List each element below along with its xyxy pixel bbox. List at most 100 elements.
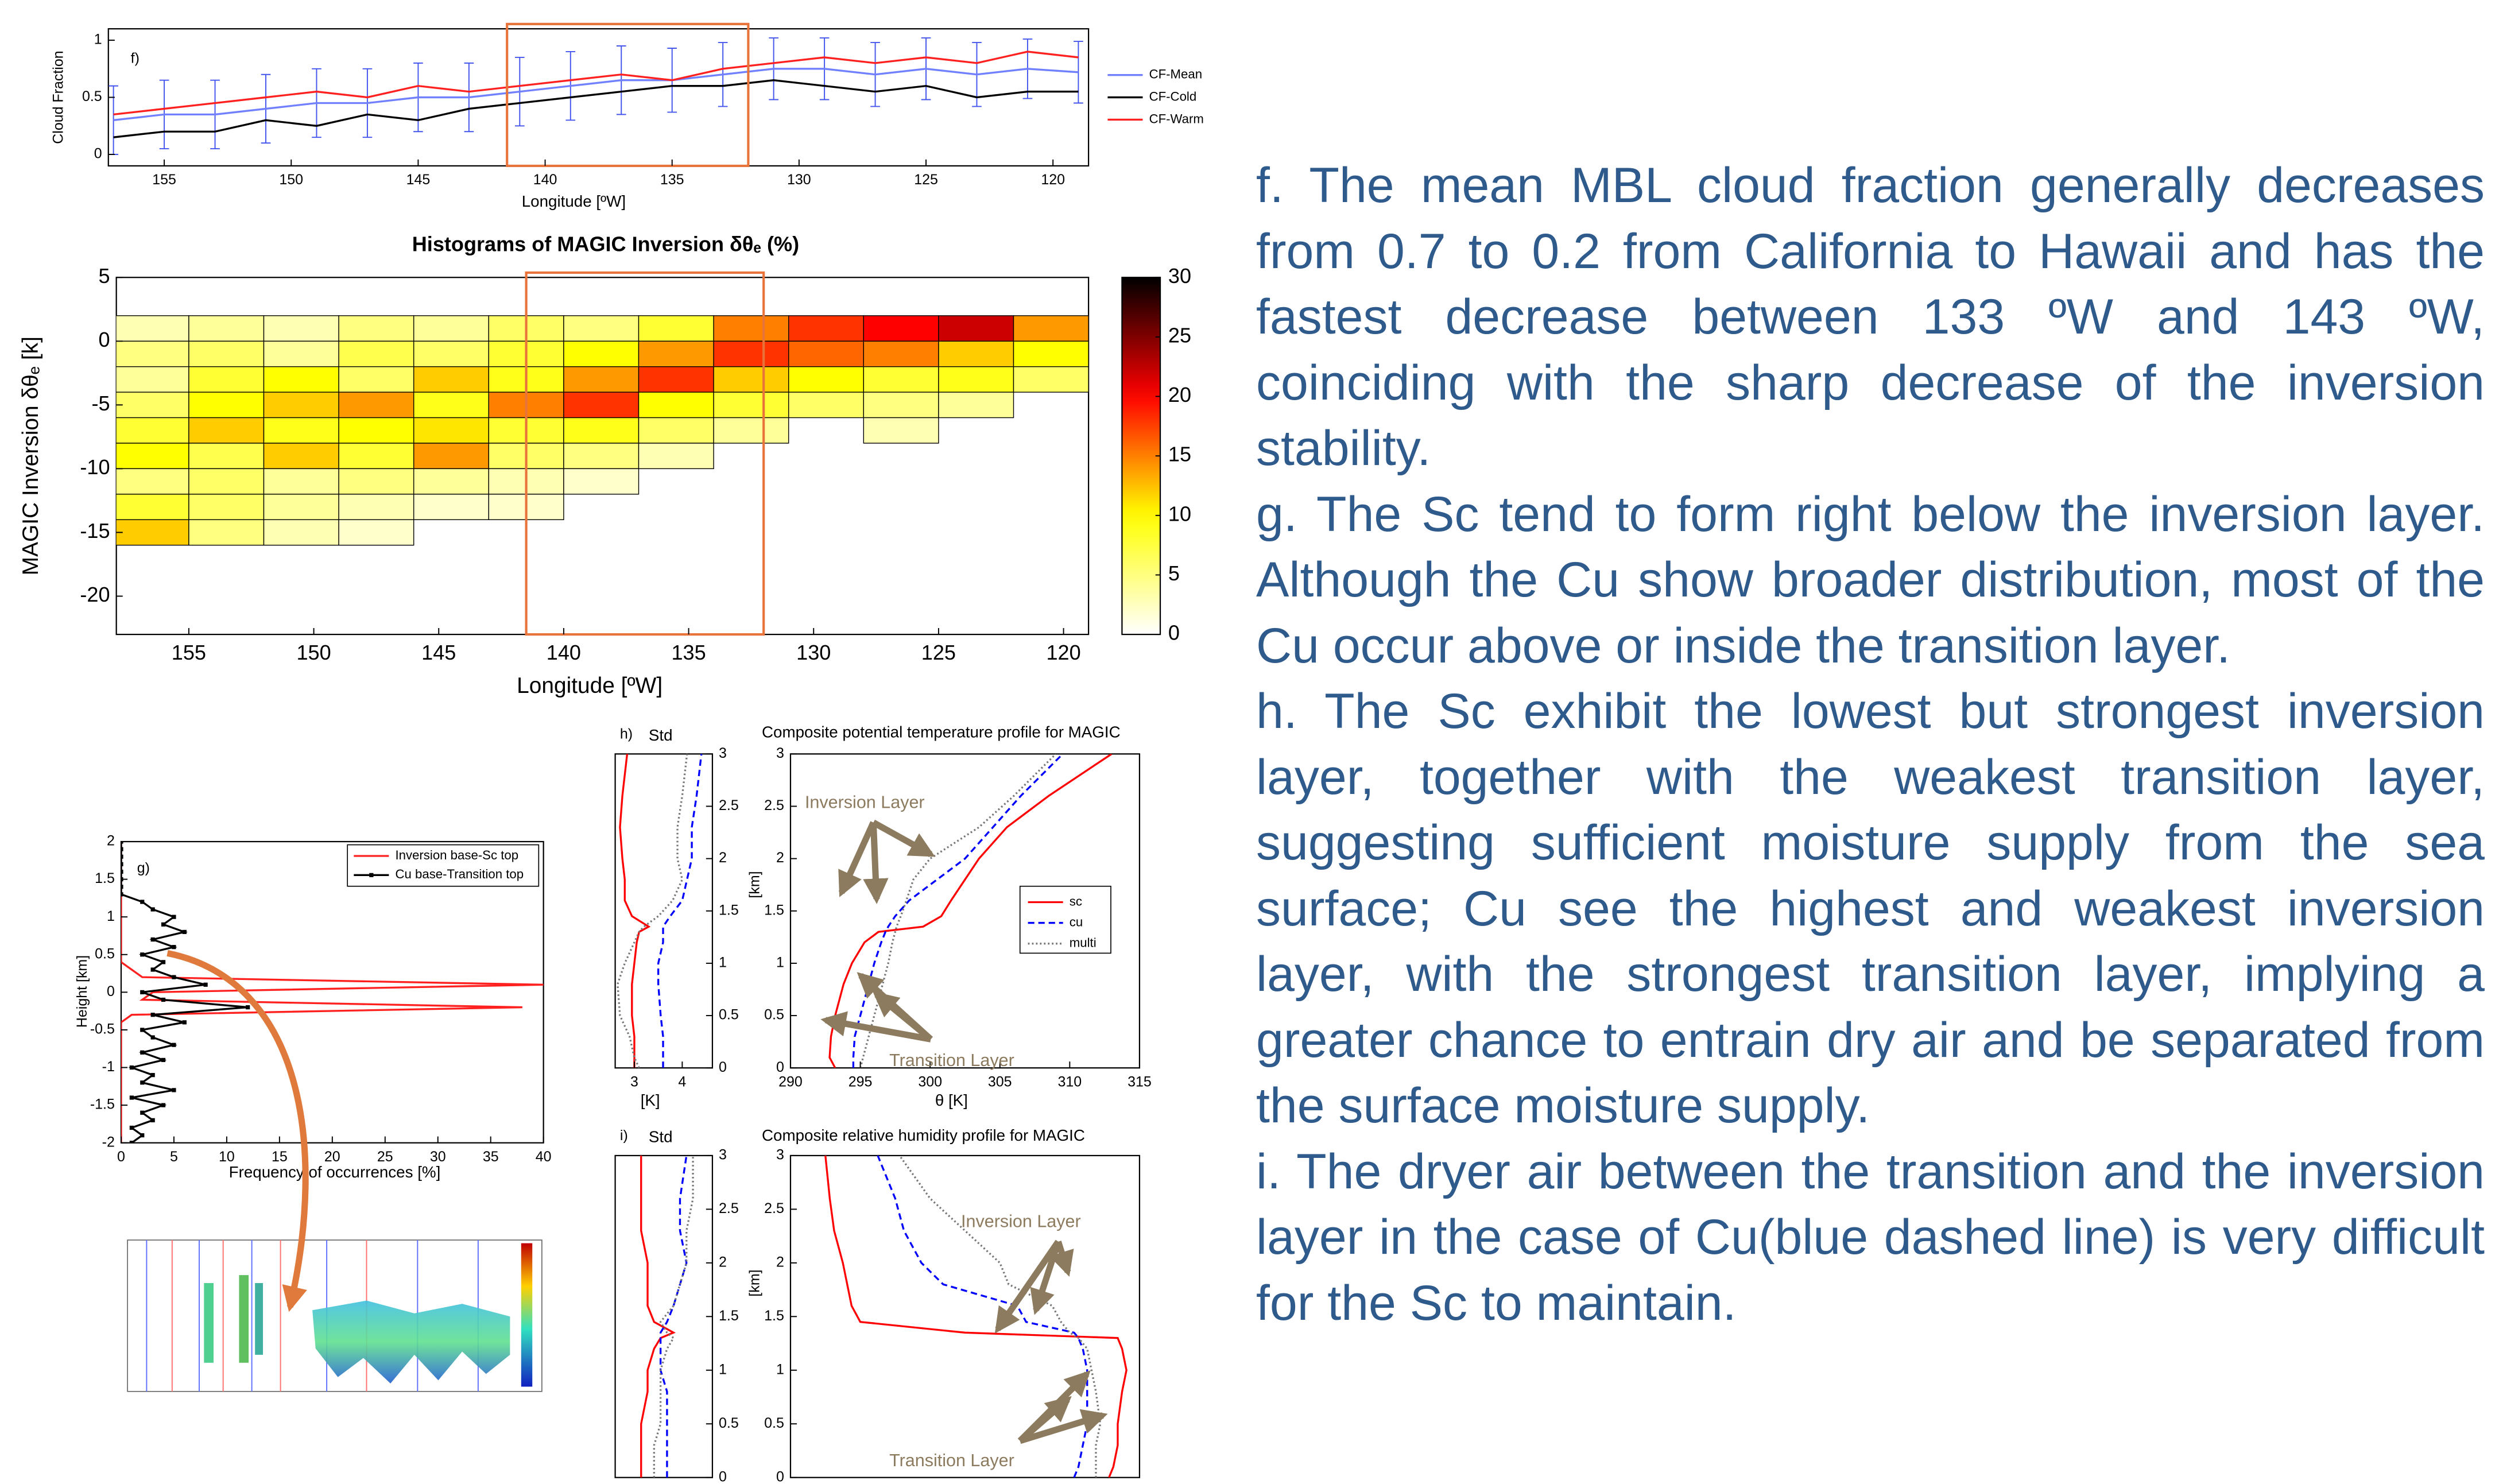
slide: 15515014514013513012512000.51f)Longitude…: [0, 0, 2499, 1484]
panel: 00.511.522.53Stdi): [615, 1127, 739, 1484]
heat-cell: [339, 341, 414, 366]
y-tick-label: 2.5: [764, 797, 784, 813]
x-tick-label: 140: [547, 641, 581, 664]
profile-marker: [119, 885, 123, 889]
profile-marker: [161, 1103, 165, 1107]
legend-label: Cu base-Transition top: [395, 867, 524, 881]
legend-marker: [369, 873, 373, 877]
y-tick-label: 1: [94, 32, 102, 48]
plot-frame: [791, 1156, 1140, 1478]
heat-cell: [939, 341, 1014, 366]
heat-cell: [114, 367, 189, 392]
heat-cell: [189, 367, 264, 392]
heat-cell: [639, 367, 714, 392]
chart-title: Std: [649, 1128, 673, 1146]
panel-label: f): [131, 51, 140, 67]
paragraph: g. The Sc tend to form right below the i…: [1256, 482, 2485, 679]
heat-cell: [414, 468, 489, 494]
x-tick-label: 3: [630, 1074, 638, 1090]
profile-marker: [204, 983, 208, 987]
y-tick-label: 0: [719, 1468, 727, 1484]
y-tick-label: 3: [719, 745, 727, 761]
heat-cell: [264, 494, 339, 520]
legend-label: CF-Mean: [1149, 67, 1202, 82]
legend-label: multi: [1070, 936, 1097, 950]
panel: 0510152025303540-2-1.5-1-0.500.511.52g)F…: [74, 833, 552, 1181]
y-tick-label: 0.5: [82, 88, 102, 104]
x-tick-label: 295: [849, 1074, 873, 1090]
heat-cell: [264, 468, 339, 494]
y-tick-label: 3: [719, 1147, 727, 1163]
y-tick-label: 2.5: [719, 1200, 739, 1216]
heat-cell: [863, 316, 939, 341]
x-tick-label: 310: [1058, 1074, 1082, 1090]
heat-cell: [414, 367, 489, 392]
heat-cell: [264, 367, 339, 392]
x-tick-label: 125: [921, 641, 956, 664]
panel: 29029530030531031500.511.522.53Composite…: [746, 723, 1151, 1109]
thumbnail-plot: [127, 1240, 542, 1392]
profile-marker: [172, 1043, 176, 1047]
heat-cell: [639, 443, 714, 468]
heat-cell: [264, 392, 339, 417]
heat-cell: [114, 341, 189, 366]
heat-cell: [114, 316, 189, 341]
heat-cell: [564, 468, 639, 494]
heat-cell: [114, 468, 189, 494]
x-tick-label: 315: [1128, 1074, 1152, 1090]
profile-marker: [151, 907, 155, 911]
profile-marker: [130, 1126, 134, 1130]
y-tick-label: -0.5: [90, 1021, 115, 1037]
heat-cell: [1014, 367, 1089, 392]
y-tick-label: 0.5: [95, 946, 115, 962]
colorbar-tick-label: 5: [1168, 561, 1180, 585]
y-tick-label: 2: [107, 833, 115, 849]
y-tick-label: 2: [719, 850, 727, 866]
heat-cell: [264, 316, 339, 341]
x-tick-label: 15: [272, 1149, 288, 1165]
heat-cell: [264, 443, 339, 468]
y-tick-label: 2.5: [764, 1200, 784, 1216]
y-tick-label: -2: [102, 1134, 115, 1150]
y-axis-label: Cloud Fraction: [50, 51, 66, 144]
panel-label: g): [137, 860, 150, 876]
colorbar-tick-label: 20: [1168, 383, 1191, 406]
heat-cell: [339, 468, 414, 494]
profile-marker: [151, 1118, 155, 1122]
heat-cell: [564, 367, 639, 392]
annotation: Inversion Layer: [961, 1212, 1081, 1231]
y-tick-label: 1.5: [764, 1308, 784, 1324]
profile-marker: [140, 900, 144, 904]
profile-marker: [172, 915, 176, 919]
annotation: Inversion Layer: [805, 792, 925, 812]
annotation: Transition Layer: [889, 1451, 1014, 1470]
y-tick-label: 3: [776, 1147, 784, 1163]
profile-marker: [161, 1058, 165, 1062]
colorbar: [1122, 277, 1160, 634]
y-tick-label: 0: [776, 1468, 784, 1484]
y-tick-label: 1.5: [719, 902, 739, 918]
x-tick-label: 10: [219, 1149, 235, 1165]
y-axis-label: MAGIC Inversion δθₑ [k]: [18, 336, 43, 575]
x-axis-label: θ [K]: [935, 1091, 968, 1109]
legend-label: cu: [1070, 915, 1083, 929]
panel: 15515014514013513012512000.51f)Longitude…: [50, 24, 1204, 210]
heat-cell: [114, 418, 189, 443]
heat-cell: [939, 316, 1014, 341]
heat-cell: [863, 341, 939, 366]
heat-cell: [339, 443, 414, 468]
y-tick-label: -10: [80, 455, 110, 479]
profile-marker: [119, 870, 123, 874]
heat-cell: [414, 316, 489, 341]
x-tick-label: 4: [678, 1074, 686, 1090]
y-tick-label: 5: [98, 264, 110, 288]
profile-marker: [140, 1028, 144, 1032]
heat-cell: [414, 418, 489, 443]
y-tick-label: 0.5: [764, 1415, 784, 1431]
x-tick-label: 120: [1041, 172, 1065, 188]
body: 15515014514013513012512000.51f)Longitude…: [0, 0, 2499, 1484]
heat-cell: [639, 341, 714, 366]
heat-cell: [639, 418, 714, 443]
heat-cell: [339, 418, 414, 443]
